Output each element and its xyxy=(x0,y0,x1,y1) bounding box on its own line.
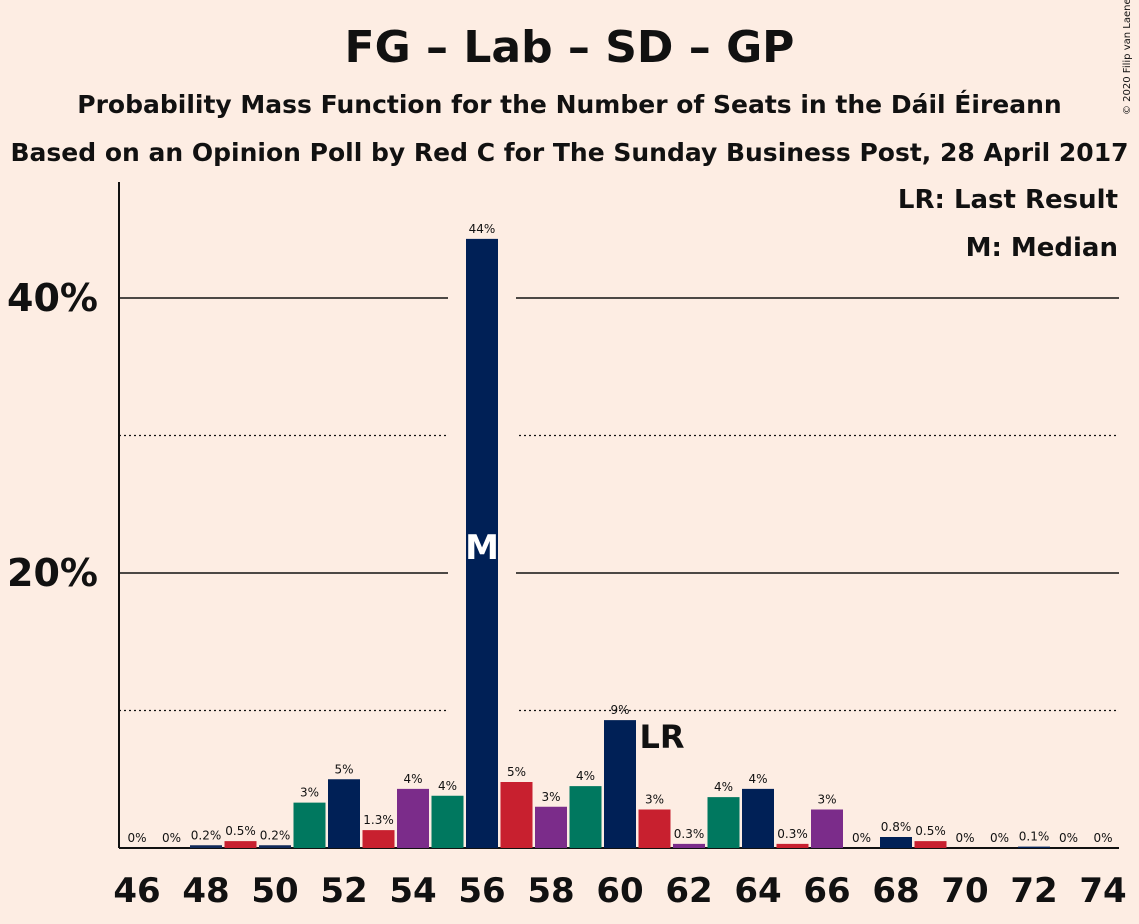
x-tick-label-58: 58 xyxy=(527,871,574,911)
bar-value-label-63: 4% xyxy=(714,780,733,794)
bar-value-label-66: 3% xyxy=(817,793,836,807)
bar-value-label-54: 4% xyxy=(403,772,422,786)
x-tick-label-56: 56 xyxy=(458,871,505,911)
bar-value-label-69: 0.5% xyxy=(915,824,946,838)
bar-49 xyxy=(224,841,257,848)
bar-value-label-62: 0.3% xyxy=(674,827,705,841)
bar-value-label-50: 0.2% xyxy=(260,828,291,842)
bar-value-label-49: 0.5% xyxy=(225,824,256,838)
x-tick-label-72: 72 xyxy=(1010,871,1057,911)
median-marker: M xyxy=(465,528,499,568)
bar-value-label-74: 0% xyxy=(1093,831,1112,845)
x-tick-label-74: 74 xyxy=(1079,871,1126,911)
x-tick-label-48: 48 xyxy=(182,871,229,911)
x-tick-label-54: 54 xyxy=(389,871,436,911)
chart-subtitle-pmf: Probability Mass Function for the Number… xyxy=(77,90,1062,119)
bar-value-label-58: 3% xyxy=(541,790,560,804)
bar-value-label-53: 1.3% xyxy=(363,813,394,827)
x-tick-label-66: 66 xyxy=(803,871,850,911)
bar-65 xyxy=(776,843,809,848)
bar-value-label-68: 0.8% xyxy=(881,820,912,834)
bar-72 xyxy=(1018,846,1050,848)
bar-52 xyxy=(328,779,360,848)
bar-53 xyxy=(362,830,395,848)
x-tick-label-70: 70 xyxy=(941,871,988,911)
bar-gap-72 xyxy=(1000,845,1068,847)
bar-value-label-73: 0% xyxy=(1059,831,1078,845)
bar-value-label-65: 0.3% xyxy=(777,827,808,841)
bar-value-label-57: 5% xyxy=(507,765,526,779)
y-tick-label-20: 20% xyxy=(7,551,98,595)
bar-68 xyxy=(880,837,912,848)
bar-61 xyxy=(638,809,671,848)
legend-last-result: LR: Last Result xyxy=(897,185,1118,215)
bar-value-label-70: 0% xyxy=(955,831,974,845)
bar-69 xyxy=(914,841,947,848)
chart-title: FG – Lab – SD – GP xyxy=(344,22,795,73)
bar-56 xyxy=(466,238,498,848)
x-tick-label-50: 50 xyxy=(251,871,298,911)
bar-value-label-61: 3% xyxy=(645,793,664,807)
bar-value-label-72: 0.1% xyxy=(1019,830,1050,844)
x-tick-label-60: 60 xyxy=(596,871,643,911)
bar-value-label-47: 0% xyxy=(162,831,181,845)
y-tick-label-40: 40% xyxy=(7,276,98,320)
legend-median: M: Median xyxy=(965,233,1118,263)
bar-value-label-71: 0% xyxy=(990,831,1009,845)
x-tick-label-46: 46 xyxy=(113,871,160,911)
bar-59 xyxy=(569,786,602,848)
bar-value-label-60: 9% xyxy=(610,703,629,717)
bar-value-label-59: 4% xyxy=(576,769,595,783)
x-tick-label-64: 64 xyxy=(734,871,781,911)
bar-value-label-67: 0% xyxy=(852,831,871,845)
bar-54 xyxy=(397,788,429,848)
bar-58 xyxy=(535,806,567,848)
x-tick-label-68: 68 xyxy=(872,871,919,911)
bar-66 xyxy=(811,809,843,848)
bar-value-label-52: 5% xyxy=(334,762,353,776)
x-tick-label-62: 62 xyxy=(665,871,712,911)
x-tick-label-52: 52 xyxy=(320,871,367,911)
bar-62 xyxy=(673,843,705,848)
bar-value-label-51: 3% xyxy=(300,786,319,800)
bar-60 xyxy=(604,720,636,848)
bar-value-label-64: 4% xyxy=(748,772,767,786)
chart-subtitle-poll: Based on an Opinion Poll by Red C for Th… xyxy=(10,138,1129,167)
bar-64 xyxy=(742,788,774,848)
bar-value-label-55: 4% xyxy=(438,779,457,793)
bar-value-label-48: 0.2% xyxy=(191,828,222,842)
bar-value-label-56: 44% xyxy=(469,222,496,236)
last-result-marker: LR xyxy=(640,718,685,756)
bar-63 xyxy=(707,797,740,848)
bar-value-label-46: 0% xyxy=(127,831,146,845)
bar-50 xyxy=(259,845,291,848)
bar-51 xyxy=(293,802,326,848)
bar-57 xyxy=(500,782,533,848)
bar-55 xyxy=(431,795,464,848)
bar-48 xyxy=(190,845,222,848)
